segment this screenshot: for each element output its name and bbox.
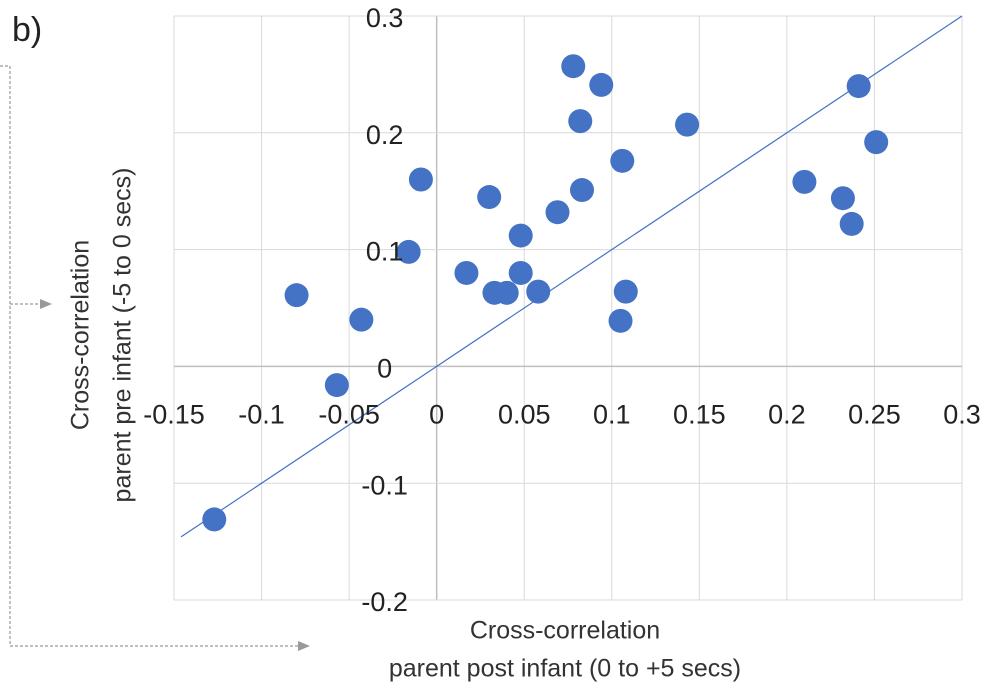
- data-point: [508, 223, 533, 248]
- data-point: [561, 54, 586, 79]
- x-tick-label: 0.05: [498, 400, 551, 430]
- data-point: [508, 260, 533, 285]
- arrow-line: [0, 65, 300, 647]
- panel-label: b): [12, 11, 42, 49]
- y-axis-title: Cross-correlation: [67, 240, 95, 430]
- connector-arrows: [0, 65, 300, 647]
- x-axis-title: Cross-correlation: [470, 617, 660, 645]
- data-point: [839, 211, 864, 236]
- data-point: [846, 74, 871, 99]
- data-point: [454, 260, 479, 285]
- x-axis-title: parent post infant (0 to +5 secs): [389, 655, 741, 683]
- data-point: [613, 279, 638, 304]
- y-axis-title: parent pre infant (-5 to 0 secs): [109, 168, 137, 503]
- y-tick-label: -0.2: [361, 587, 408, 617]
- x-tick-label: -0.05: [318, 400, 380, 430]
- data-point: [830, 186, 855, 211]
- data-point: [408, 167, 433, 192]
- data-point: [545, 200, 570, 225]
- data-point: [675, 112, 700, 137]
- arrow-head: [40, 299, 52, 309]
- y-tick-label: 0.1: [366, 237, 404, 267]
- x-tick-label: 0.1: [593, 400, 631, 430]
- x-tick-label: 0.15: [673, 400, 726, 430]
- data-point: [349, 307, 374, 332]
- x-tick-label: 0: [429, 400, 444, 430]
- y-tick-label: 0.3: [366, 3, 404, 33]
- x-tick-label: 0.3: [943, 400, 981, 430]
- arrow-head: [298, 641, 310, 651]
- x-tick-label: -0.15: [143, 400, 205, 430]
- x-tick-label: -0.1: [238, 400, 285, 430]
- data-point: [610, 148, 635, 173]
- data-point: [324, 373, 349, 398]
- y-tick-label: 0.2: [366, 120, 404, 150]
- x-tick-label: 0.2: [768, 400, 806, 430]
- y-tick-label: 0: [377, 354, 392, 384]
- data-point: [589, 72, 614, 97]
- reference-line: [180, 15, 963, 538]
- data-point: [202, 507, 227, 532]
- data-point: [494, 280, 519, 305]
- data-point: [570, 178, 595, 203]
- data-point: [284, 283, 309, 308]
- data-point: [568, 109, 593, 134]
- data-point: [526, 279, 551, 304]
- data-point: [396, 239, 421, 264]
- data-point: [608, 308, 633, 333]
- data-point: [477, 185, 502, 210]
- data-point: [792, 169, 817, 194]
- y-tick-label: -0.1: [361, 470, 408, 500]
- data-point: [864, 130, 889, 155]
- x-tick-label: 0.25: [848, 400, 901, 430]
